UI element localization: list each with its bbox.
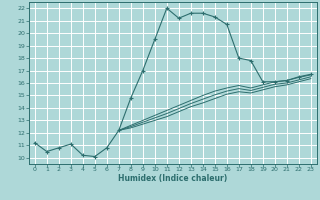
- X-axis label: Humidex (Indice chaleur): Humidex (Indice chaleur): [118, 174, 228, 183]
